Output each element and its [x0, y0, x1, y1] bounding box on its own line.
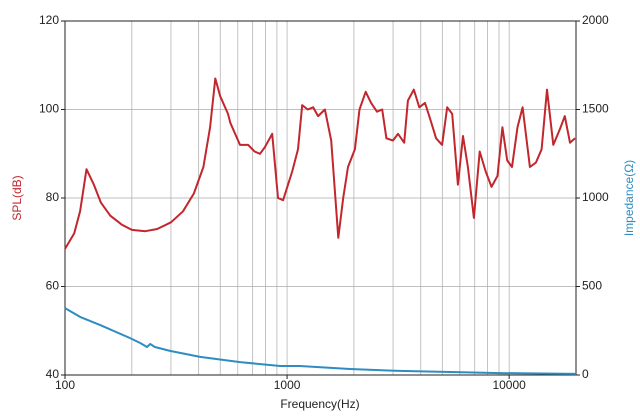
series-line: [64, 307, 577, 375]
y-tick-label: 120: [39, 13, 59, 27]
y-tick-label: 40: [46, 367, 60, 381]
y-tick-label: 80: [46, 190, 60, 204]
y-tick-label: 100: [39, 102, 59, 116]
x-axis-label: Frequency(Hz): [280, 397, 359, 411]
y2-tick-label: 0: [582, 367, 589, 381]
plot-frame: [64, 20, 577, 376]
y2-tick-label: 1000: [582, 190, 609, 204]
x-tick-label: 10000: [492, 378, 526, 392]
y-tick-label: 60: [46, 279, 60, 293]
y2-tick-label: 1500: [582, 102, 609, 116]
y2-tick-label: 2000: [582, 13, 609, 27]
y2-tick-label: 500: [582, 279, 602, 293]
x-tick-label: 100: [55, 378, 75, 392]
y-axis-label: SPL(dB): [10, 175, 24, 220]
x-tick-label: 1000: [274, 378, 301, 392]
series-line: [64, 77, 576, 250]
y2-axis-label: Impedance(Ω): [622, 160, 636, 236]
